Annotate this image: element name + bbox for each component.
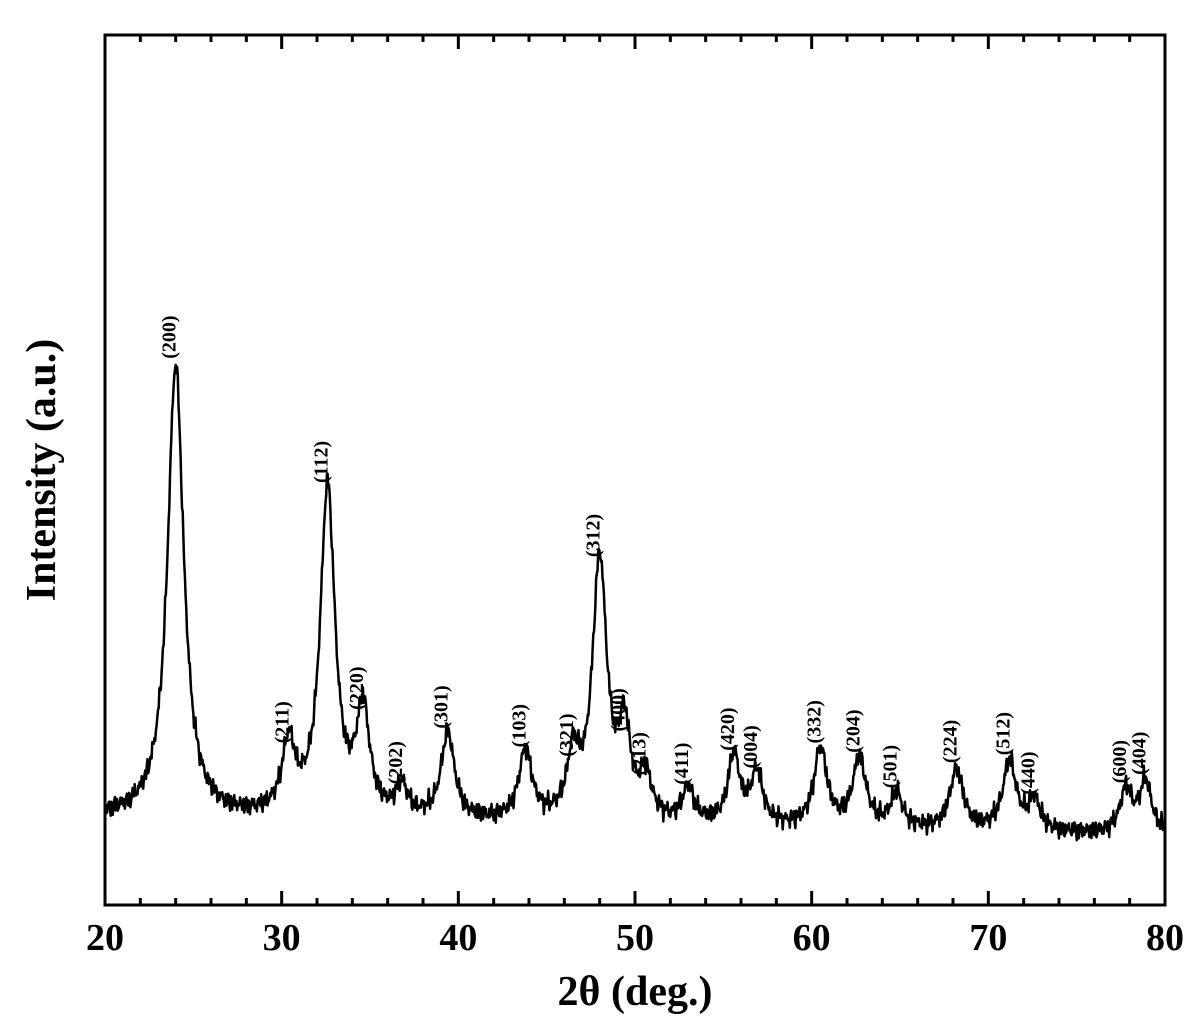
peak-label: (440) xyxy=(1017,751,1039,794)
x-tick-label: 30 xyxy=(263,917,301,959)
peak-label: (332) xyxy=(804,700,826,743)
peak-label: (004) xyxy=(740,725,762,768)
peak-label: (301) xyxy=(431,685,453,728)
peak-label: (204) xyxy=(842,709,864,752)
peak-label: (312) xyxy=(583,514,605,557)
peak-label: (103) xyxy=(508,704,530,747)
x-tick-label: 80 xyxy=(1146,917,1184,959)
peak-label: (501) xyxy=(879,745,901,788)
xrd-chart: 20 30 40 50 60 70 80 2θ (deg.) Intensity (a.u.) (… xyxy=(0,0,1190,1022)
peak-label: (512) xyxy=(993,712,1015,755)
peak-label: (220) xyxy=(346,667,368,710)
peak-label: (321) xyxy=(556,713,578,756)
peak-label: (404) xyxy=(1129,732,1151,775)
peak-label: (200) xyxy=(159,315,181,358)
x-tick-label: 60 xyxy=(793,917,831,959)
peak-label: (411) xyxy=(671,743,693,785)
peak-label: (112) xyxy=(311,441,333,483)
y-axis-title: Intensity (a.u.) xyxy=(19,339,65,602)
peak-label: (400) xyxy=(607,688,629,731)
peak-label: (211) xyxy=(272,701,294,743)
peak-label: (224) xyxy=(940,720,962,763)
x-tick-label: 70 xyxy=(969,917,1007,959)
x-axis-title: 2θ (deg.) xyxy=(558,969,713,1015)
x-tick-label: 40 xyxy=(439,917,477,959)
chart-svg: 20 30 40 50 60 70 80 2θ (deg.) Intensity (a.u.) (… xyxy=(0,0,1190,1022)
peak-label: (420) xyxy=(717,707,739,750)
x-tick-label: 20 xyxy=(86,917,124,959)
peak-label: (202) xyxy=(385,741,407,784)
peak-label: (213) xyxy=(629,732,651,775)
x-tick-label: 50 xyxy=(616,917,654,959)
